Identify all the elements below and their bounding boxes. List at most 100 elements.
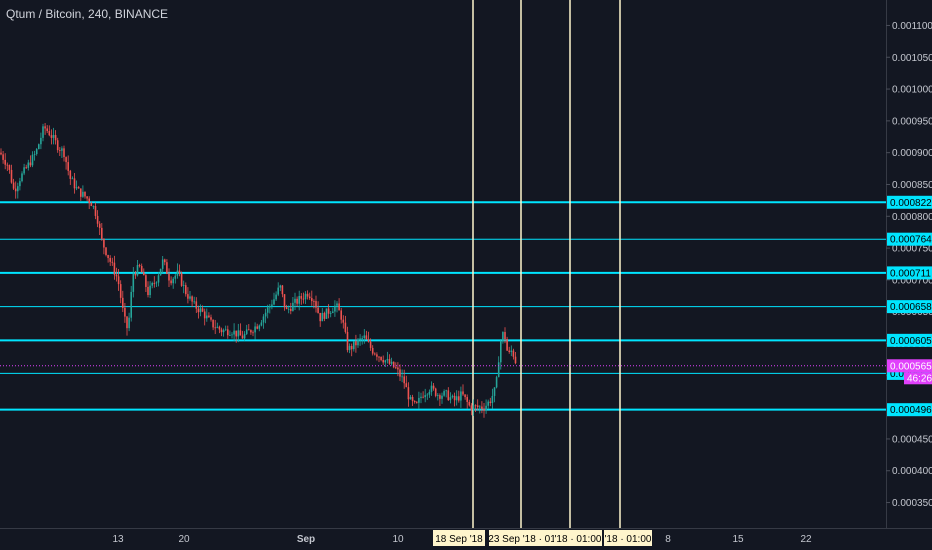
candle-body [222, 330, 225, 333]
current-price-tag[interactable] [887, 359, 932, 373]
level-price-tag[interactable] [887, 403, 932, 417]
candle-body [311, 298, 313, 302]
candle-body [290, 308, 292, 311]
candle-body [237, 330, 240, 337]
countdown-label: 46:26 [907, 373, 932, 384]
candle-body [378, 356, 380, 358]
candle-body [292, 302, 294, 311]
candle-body [233, 330, 235, 335]
level-price-tag-label: 0.000764 [890, 235, 932, 246]
candle-body [82, 191, 84, 197]
candle-body [321, 312, 324, 322]
level-price-tag[interactable] [887, 333, 932, 347]
candle-body [363, 335, 366, 339]
price-tick-label: 0.000400 [892, 466, 932, 477]
marker-date-tag[interactable] [604, 530, 652, 546]
candle-body [176, 270, 179, 276]
marker-date-tag[interactable] [433, 530, 485, 546]
candle-body [109, 258, 111, 262]
candle-body [388, 359, 391, 364]
marker-date-label: 18 Sep '18 [435, 534, 483, 545]
candle-body [172, 278, 174, 284]
candle-body [470, 405, 473, 411]
candle-body [174, 275, 177, 279]
candle-body [432, 385, 435, 389]
candle-body [111, 261, 114, 263]
candle-body [75, 187, 78, 189]
plot-area[interactable] [0, 0, 886, 528]
candle-body [481, 406, 483, 409]
candle-body [239, 330, 242, 336]
candle-body [216, 326, 219, 328]
candle-body [25, 167, 27, 169]
candle-body [392, 361, 395, 368]
candle-body [401, 376, 403, 378]
candle-body [350, 345, 353, 350]
candle-body [2, 154, 4, 160]
candle-body [495, 377, 498, 388]
candle-body [357, 339, 359, 346]
candle-body [355, 341, 357, 346]
level-price-tag[interactable] [887, 300, 932, 314]
candle-body [54, 134, 57, 141]
level-price-tag[interactable] [887, 266, 932, 280]
candle-body [67, 162, 69, 171]
price-tick-label: 0.000750 [892, 244, 932, 255]
candle-body [189, 296, 191, 299]
candle-body [287, 308, 290, 310]
candle-body [472, 405, 475, 411]
candle-body [334, 305, 336, 312]
candle-body [508, 350, 510, 352]
level-price-tag[interactable] [887, 232, 932, 246]
candle-body [159, 268, 162, 276]
candle-body [229, 335, 231, 337]
candle-body [271, 304, 273, 306]
candle-body [279, 285, 282, 288]
time-axis[interactable]: 13 20 Sep 10 8 15 22 18 Sep '18 23 Sep '18 · 01:… [0, 528, 932, 547]
price-tick-label: 0.001050 [892, 53, 932, 64]
price-axis[interactable]: 0.001100 0.001050 0.001000 0.000950 0.000900… [886, 0, 932, 528]
candle-body [96, 215, 99, 224]
level-price-tag[interactable] [887, 195, 932, 209]
price-tick-label: 0.001100 [892, 21, 932, 32]
candle-body [332, 311, 334, 313]
candle-body [395, 367, 397, 369]
candle-body [256, 326, 258, 329]
countdown-tag [904, 372, 932, 385]
candle-body [44, 126, 46, 129]
candle-body [69, 170, 72, 179]
candle-body [40, 137, 42, 145]
candle-body [413, 400, 416, 403]
candle-body [453, 395, 456, 401]
candle-body [153, 283, 156, 284]
candle-body [115, 274, 118, 277]
candle-body [497, 362, 500, 378]
candle-body [258, 325, 261, 329]
candle-body [424, 395, 426, 398]
candle-body [382, 359, 384, 363]
marker-date-tag[interactable] [489, 530, 569, 546]
candle-body [23, 167, 25, 174]
candle-body [210, 317, 212, 320]
candle-body [71, 178, 74, 180]
candle-body [193, 301, 195, 303]
level-price-tag-label: 0.000658 [890, 302, 932, 313]
time-tick-label: 8 [665, 534, 671, 545]
price-tick-label: 0.000700 [892, 275, 932, 286]
candles [0, 123, 517, 418]
candle-body [296, 298, 298, 304]
candle-body [380, 356, 382, 360]
candle-body [10, 169, 13, 183]
candle-body [376, 354, 378, 357]
candle-body [73, 178, 76, 189]
candle-body [33, 153, 36, 155]
candle-body [262, 316, 265, 323]
candle-body [308, 296, 311, 299]
candle-body [113, 262, 116, 275]
candle-body [14, 188, 17, 192]
candle-body [464, 394, 466, 398]
candle-body [203, 311, 206, 319]
candle-body [168, 273, 170, 281]
marker-date-tag[interactable] [554, 530, 602, 546]
